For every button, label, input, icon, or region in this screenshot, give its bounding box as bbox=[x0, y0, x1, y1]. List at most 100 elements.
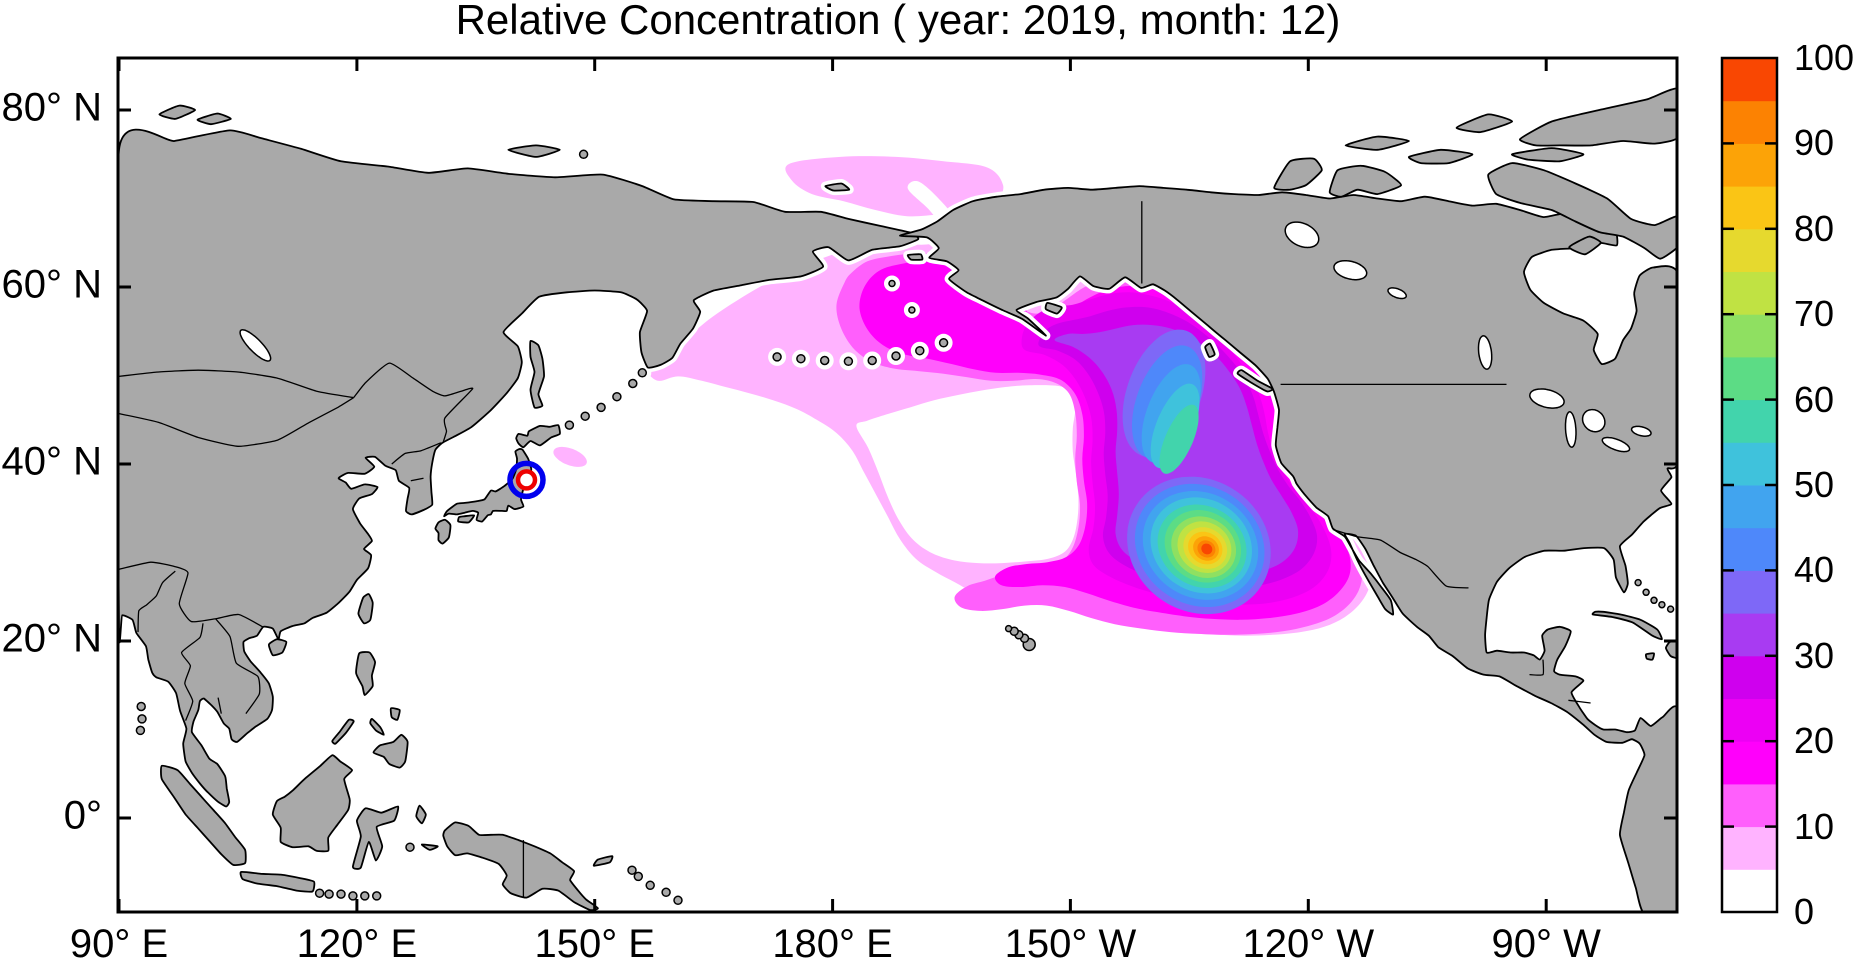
country-border-7 bbox=[180, 623, 204, 721]
colorbar-tick-label: 10 bbox=[1794, 805, 1835, 847]
country-border-6 bbox=[137, 570, 176, 633]
source-marker-outer-ring bbox=[507, 460, 546, 500]
island-dot bbox=[324, 889, 334, 899]
landmass-cuba bbox=[1591, 610, 1663, 641]
colorbar-tick-label: 100 % bbox=[1794, 37, 1863, 78]
colorbar-band-80-85 bbox=[1722, 186, 1777, 230]
island-dot bbox=[596, 402, 606, 413]
colorbar-band-50-55 bbox=[1722, 442, 1777, 486]
colorbar-tick-label: 70 bbox=[1794, 293, 1835, 335]
island-dot bbox=[645, 880, 655, 891]
coastal-tongue-55pct bbox=[1159, 404, 1199, 474]
island-dot bbox=[1004, 624, 1013, 633]
colorbar-band-35-40 bbox=[1722, 570, 1777, 614]
island-dot bbox=[1634, 578, 1642, 587]
landmass-parry-1 bbox=[1407, 148, 1474, 165]
map-frame bbox=[116, 56, 1679, 914]
country-border-2 bbox=[353, 362, 474, 443]
colorbar-band-90-95 bbox=[1722, 100, 1777, 144]
x-tick-label: 90° E bbox=[69, 922, 169, 966]
x-tick-label: 150° E bbox=[534, 922, 655, 966]
island-dot bbox=[843, 356, 854, 367]
landmass-new-britain bbox=[592, 855, 614, 867]
country-border-13 bbox=[1529, 659, 1545, 676]
landmass-southampton bbox=[1568, 235, 1602, 256]
landmass-luzon bbox=[355, 651, 376, 696]
country-border-0 bbox=[118, 369, 354, 399]
landmass-eurasia bbox=[118, 128, 920, 808]
colorbar-band-55-60 bbox=[1722, 399, 1777, 443]
colorbar-tick-label: 20 bbox=[1794, 720, 1835, 762]
island-dot bbox=[348, 891, 358, 901]
island-dot bbox=[1642, 588, 1650, 597]
island-dot bbox=[867, 355, 877, 366]
colorbar-tick-label: 50 bbox=[1794, 464, 1835, 505]
gyre-hole-lt5pct bbox=[856, 385, 1079, 564]
y-tick-label: 20° N bbox=[1, 616, 103, 661]
country-border-3 bbox=[391, 442, 442, 465]
landmass-severnaya-zemlya-2 bbox=[196, 112, 232, 126]
landmass-java bbox=[239, 871, 316, 893]
landmass-north-america bbox=[899, 185, 1677, 912]
x-tick-label: 150° W bbox=[1004, 922, 1137, 966]
landmass-hainan bbox=[267, 638, 288, 657]
colorbar-tick-label: 0 bbox=[1794, 891, 1815, 932]
colorbar-band-45-50 bbox=[1722, 485, 1777, 529]
colorbar-tick-label: 60 bbox=[1794, 378, 1835, 420]
island-dot bbox=[371, 891, 382, 901]
landmass-kodiak bbox=[1044, 302, 1063, 315]
island-dot bbox=[673, 895, 683, 906]
landmass-baffin bbox=[1487, 162, 1677, 260]
lake-superior bbox=[1529, 388, 1565, 409]
landmass-devon bbox=[1511, 147, 1585, 163]
island-dot bbox=[336, 889, 346, 899]
island-dot bbox=[136, 701, 146, 712]
landmass-new-siberian bbox=[507, 144, 561, 158]
landmass-ellesmere-greenland bbox=[1519, 87, 1677, 147]
great-slave-lake bbox=[1333, 259, 1368, 281]
colorbar-band-70-75 bbox=[1722, 271, 1777, 315]
colorbar-band-85-90 bbox=[1722, 143, 1777, 187]
colorbar-band-30-35 bbox=[1722, 613, 1777, 657]
landmass-shikoku bbox=[457, 514, 476, 524]
landmass-halmahera bbox=[415, 804, 427, 825]
island-dot bbox=[1658, 600, 1666, 609]
colorbar-tick-label: 90 bbox=[1794, 122, 1835, 164]
landmass-seram bbox=[420, 843, 439, 851]
island-dot bbox=[796, 353, 806, 364]
island-dot bbox=[405, 842, 415, 852]
landmass-victoria-island bbox=[1328, 164, 1403, 198]
island-dot bbox=[612, 391, 622, 402]
island-dot bbox=[888, 279, 896, 288]
island-dot bbox=[1666, 605, 1675, 613]
colorbar-band-5-10 bbox=[1722, 826, 1777, 870]
island-dot bbox=[637, 368, 648, 378]
landmass-kyushu bbox=[434, 518, 452, 545]
landmass-severnaya-zemlya-1 bbox=[158, 104, 197, 120]
island-dot bbox=[564, 420, 575, 430]
landmass-hokkaido bbox=[515, 424, 561, 449]
island-dot bbox=[627, 865, 637, 875]
island-dot bbox=[578, 149, 589, 160]
landmass-panay-negros bbox=[369, 718, 385, 736]
island-dot bbox=[891, 351, 901, 361]
lake-erie bbox=[1601, 436, 1631, 453]
chart-title: Relative Concentration ( year: 2019, mon… bbox=[455, 0, 1341, 43]
island-dot bbox=[915, 345, 925, 356]
island-dot bbox=[819, 355, 830, 366]
island-dot bbox=[908, 306, 916, 314]
landmass-hispaniola bbox=[1665, 640, 1677, 660]
landmass-mindanao bbox=[372, 733, 409, 769]
landmass-sakhalin bbox=[529, 339, 545, 409]
landmass-haida-gwaii bbox=[1204, 342, 1216, 358]
colorbar-band-15-20 bbox=[1722, 741, 1777, 785]
x-tick-label: 120° W bbox=[1242, 922, 1375, 966]
colorbar-band-60-65 bbox=[1722, 356, 1777, 401]
island-dot bbox=[633, 871, 644, 882]
map-content bbox=[118, 58, 1677, 912]
source-marker-inner-ring bbox=[515, 469, 538, 491]
lake-baikal bbox=[239, 329, 272, 362]
colorbar-tick-label: 80 bbox=[1794, 207, 1835, 249]
island-dot bbox=[580, 411, 590, 421]
colorbar-band-75-80 bbox=[1722, 228, 1777, 272]
